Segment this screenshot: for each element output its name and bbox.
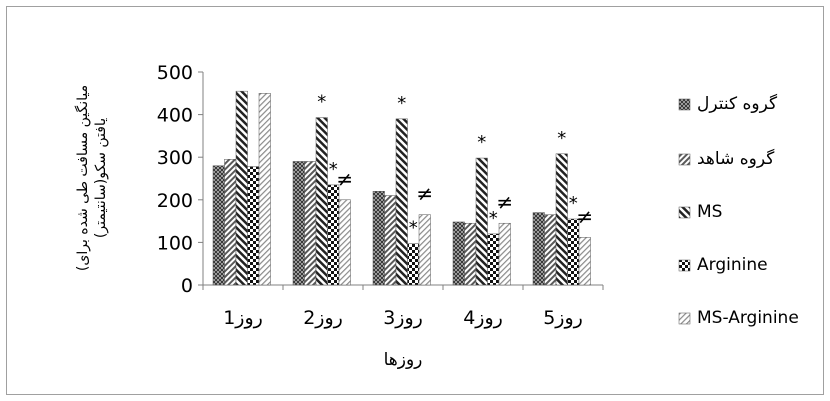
bar — [395, 118, 408, 286]
legend-swatch — [678, 312, 691, 325]
significance-mark: * — [489, 208, 498, 229]
y-tick-label: 300 — [157, 147, 193, 169]
bar — [418, 214, 431, 286]
bar — [544, 214, 557, 286]
bar — [475, 157, 488, 286]
bar — [532, 212, 545, 286]
bar — [338, 199, 351, 286]
legend-label: MS — [697, 202, 722, 222]
significance-mark: * — [409, 218, 418, 239]
bar — [292, 161, 305, 286]
annotations: **≠**≠**≠**≠ — [317, 92, 593, 239]
legend-label: گروه شاهد — [697, 148, 775, 169]
bar — [235, 90, 248, 286]
bar — [498, 222, 511, 286]
bar — [555, 153, 568, 286]
legend-label: Arginine — [697, 255, 768, 275]
y-tick-label: 500 — [157, 62, 193, 84]
bar — [315, 117, 328, 286]
significance-mark: * — [477, 132, 486, 153]
legend-swatch — [678, 206, 691, 219]
legend-label: گروه کنترل — [697, 93, 778, 114]
y-tick-label: 400 — [157, 105, 193, 127]
legend-swatch — [678, 153, 691, 166]
significance-mark: * — [397, 93, 406, 114]
bar — [407, 243, 420, 286]
significance-mark: * — [317, 92, 326, 113]
significance-mark: ≠ — [576, 204, 593, 228]
bar — [258, 93, 271, 286]
bar — [327, 184, 340, 286]
y-axis-label-line1: (میانگین مسافت طی شده برای — [74, 85, 91, 271]
y-tick-label: 200 — [157, 190, 193, 212]
bar — [487, 233, 500, 286]
y-tick-label: 100 — [157, 232, 193, 254]
bar — [372, 191, 385, 286]
x-tick-label: روز2 — [303, 307, 343, 329]
significance-mark: * — [569, 193, 578, 214]
x-tick-label: روز3 — [383, 307, 423, 329]
x-ticks: روز1 روز2 روز3 روز4 روز5 — [202, 285, 604, 329]
bar — [464, 222, 477, 286]
bar — [452, 221, 465, 286]
x-axis-label: روزها — [384, 350, 423, 370]
significance-mark: ≠ — [416, 182, 433, 206]
y-axis-label-line2: یافتن سکو(سانتیمتر) — [93, 118, 109, 238]
y-ticks: 0 100 200 300 400 500 — [157, 62, 203, 297]
legend-swatch — [678, 98, 691, 111]
y-tick-label: 0 — [181, 275, 193, 297]
bar — [212, 165, 225, 286]
bars — [212, 90, 591, 286]
significance-mark: * — [329, 159, 338, 180]
bar — [224, 159, 237, 286]
legend-label: MS-Arginine — [697, 308, 799, 328]
bar — [567, 218, 580, 286]
chart-frame: 0 100 200 300 400 500 * * ≠ * * ≠ * * ≠ * * ≠ روز1 روز2 رو… — [6, 6, 824, 395]
bar — [247, 166, 260, 286]
x-tick-label: روز1 — [223, 307, 263, 329]
significance-mark: ≠ — [336, 167, 353, 191]
legend-swatch — [678, 259, 691, 272]
significance-mark: ≠ — [496, 190, 513, 214]
bar — [384, 195, 397, 286]
bar — [578, 237, 591, 286]
bar — [304, 161, 317, 286]
y-axis-label: (میانگین مسافت طی شده برای یافتن سکو(سان… — [74, 85, 109, 271]
x-tick-label: روز4 — [463, 307, 503, 329]
significance-mark: * — [557, 128, 566, 149]
legend: گروه کنترل گروه شاهد MS Arginine MS-Arginine — [678, 93, 799, 328]
x-tick-label: روز5 — [543, 307, 583, 329]
